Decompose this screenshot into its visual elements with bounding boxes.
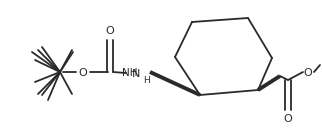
Text: O: O <box>79 68 87 78</box>
Text: N: N <box>132 69 140 79</box>
Text: O: O <box>106 26 114 36</box>
Text: O: O <box>304 68 312 78</box>
Text: O: O <box>284 114 292 124</box>
Text: H: H <box>143 76 150 85</box>
Text: NH: NH <box>122 68 138 78</box>
